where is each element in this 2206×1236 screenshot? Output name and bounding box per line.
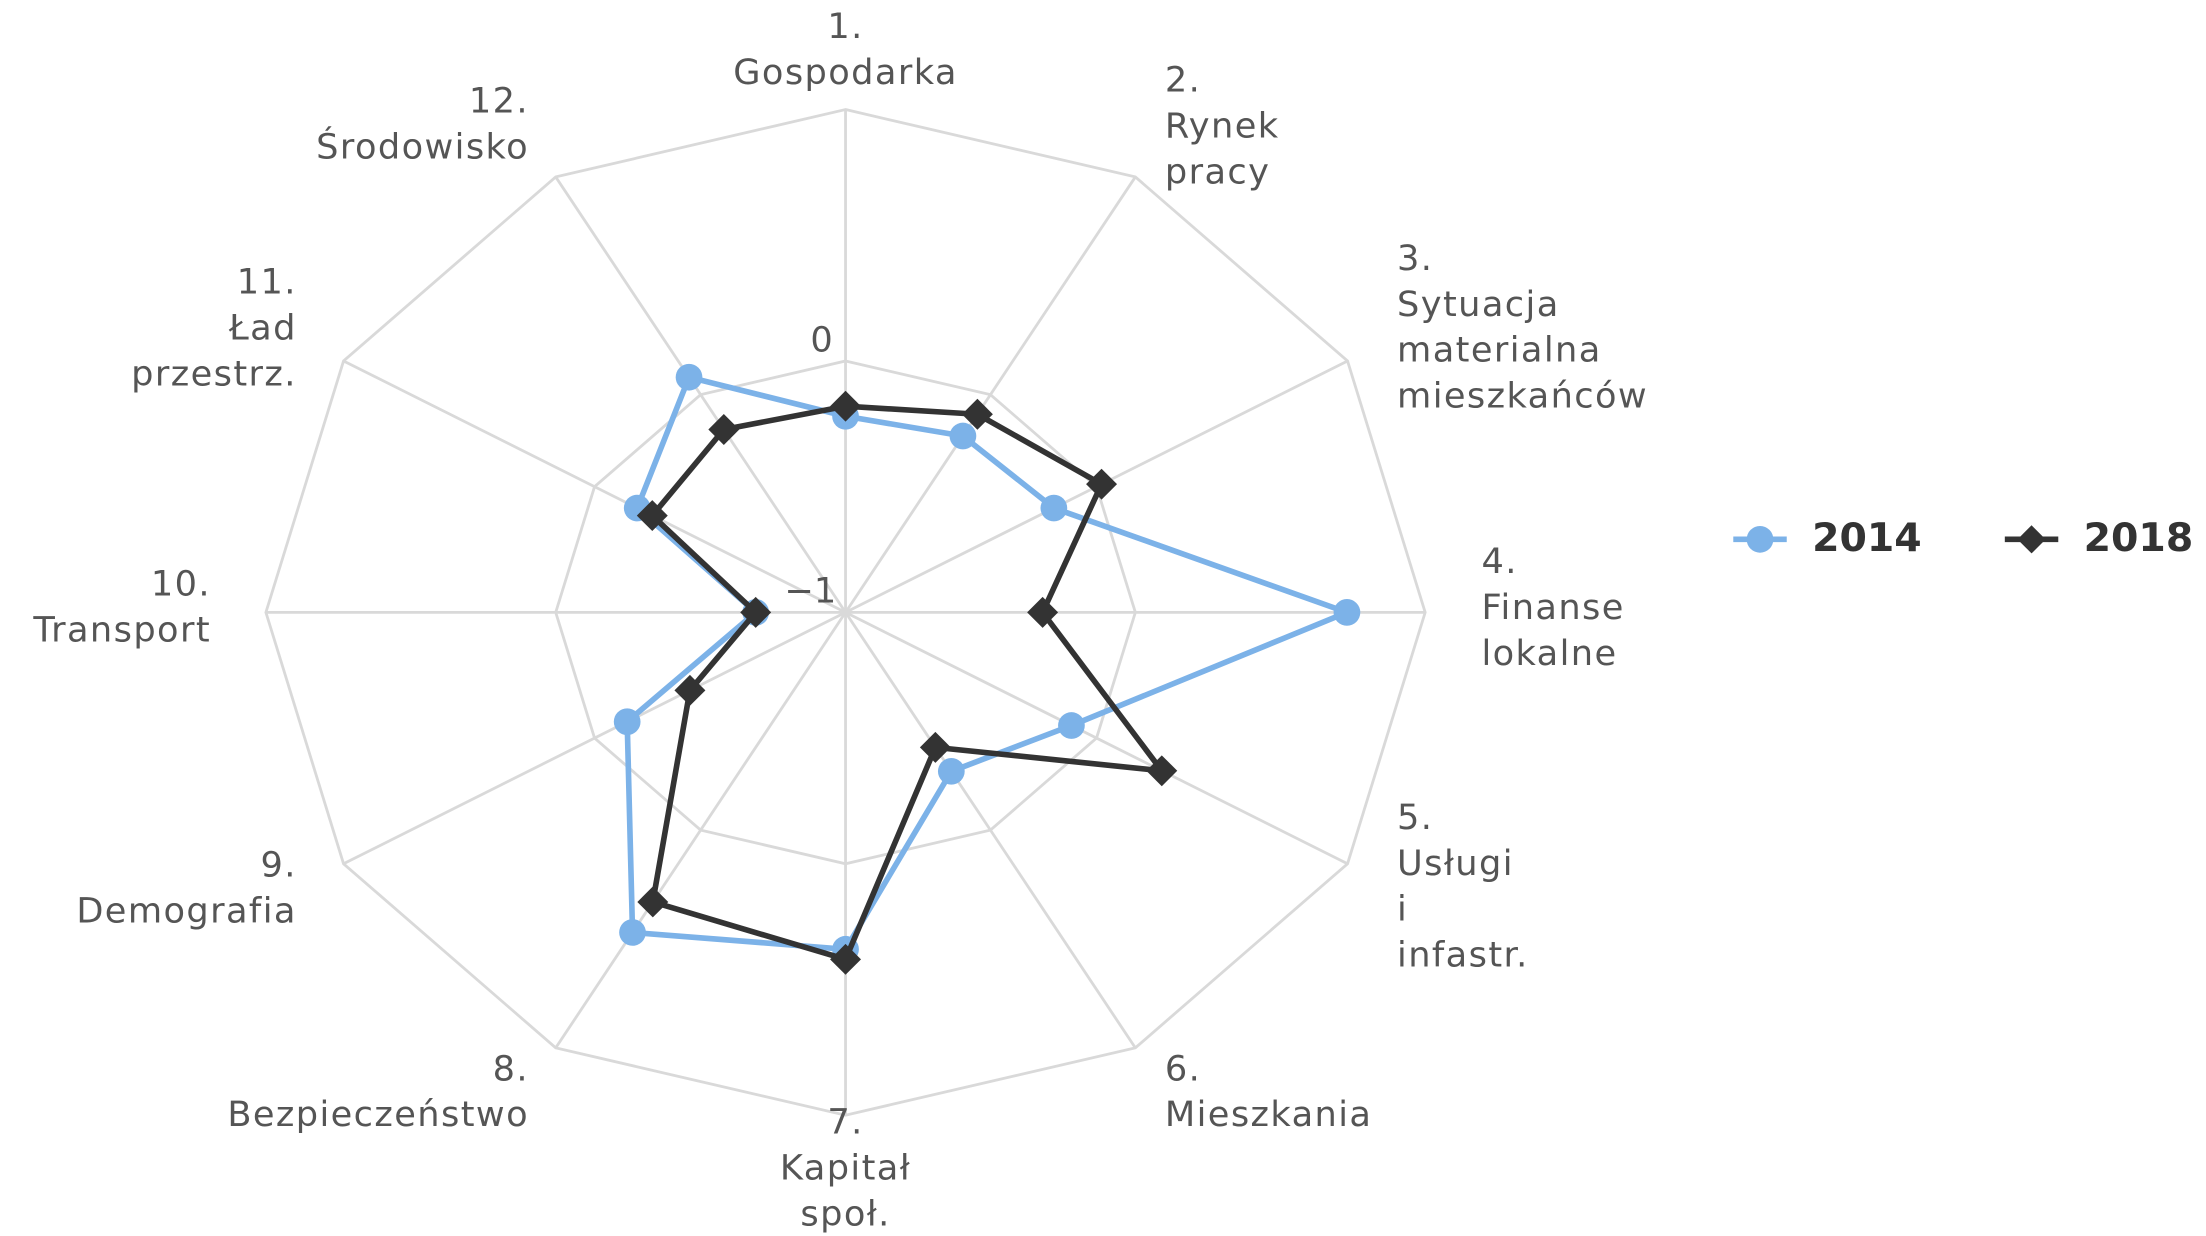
marker [619,919,646,946]
category-label: i [1397,889,1408,930]
marker [1333,599,1361,626]
category-label: Bezpieczeństwo [227,1094,529,1135]
category-label: 12. [469,81,529,122]
marker [1040,494,1068,522]
marker [637,886,669,918]
series-line [649,403,1165,963]
category-label: lokalne [1481,633,1617,674]
category-label: przestrz. [131,354,297,395]
marker [919,731,951,763]
spoke [554,611,847,1049]
category-label: Mieszkania [1165,1094,1372,1135]
category-label: 10. [151,564,211,605]
spoke [342,359,847,614]
category-label: infastr. [1397,935,1529,976]
category-label: Transport [32,610,211,651]
category-label: 3. [1397,238,1433,279]
marker [830,943,862,975]
marker [740,596,772,628]
category-label: pracy [1165,151,1270,192]
category-label: 7. [827,1102,863,1143]
category-label: Ład [228,308,297,349]
marker [675,363,703,391]
series [636,390,1178,975]
series-line [624,374,1350,953]
category-label: Kapitał [780,1148,911,1189]
y-tick-label: −1 [784,571,836,612]
marker [1086,468,1118,500]
category-label: Finanse [1481,587,1624,628]
category-label: 11. [237,262,297,303]
category-label: Rynek [1165,105,1280,146]
category-label: materialna [1397,330,1602,371]
spoke [844,611,1137,1049]
marker [1146,755,1178,787]
marker [708,414,740,445]
category-label: 6. [1165,1048,1201,1089]
marker [1027,596,1059,628]
category-label: 9. [260,845,296,886]
legend-marker [2017,525,2046,554]
marker [1058,712,1085,739]
spoke [844,611,1349,866]
marker [613,708,641,736]
category-label: Usługi [1397,843,1514,884]
legend-marker [1746,526,1774,553]
y-tick-label: 0 [810,319,832,360]
category-label: Środowisko [316,125,529,167]
category-label: 2. [1165,59,1201,100]
spoke [844,176,1137,614]
spoke [554,176,847,614]
category-label: 1. [827,6,863,47]
marker [961,398,993,430]
marker [949,422,977,450]
category-label: Gospodarka [733,52,958,93]
category-label: 4. [1481,541,1517,582]
legend-label: 2014 [1812,515,1922,561]
category-label: mieszkańców [1397,376,1648,417]
category-label: Demografia [76,891,297,932]
marker [830,390,862,422]
category-label: społ. [800,1194,890,1235]
spoke [342,611,847,866]
category-label: Sytuacja [1397,284,1560,325]
category-label: 8. [493,1048,529,1089]
category-label: 5. [1397,797,1433,838]
legend-label: 2018 [2084,515,2194,561]
series [613,363,1361,963]
marker [937,757,965,785]
